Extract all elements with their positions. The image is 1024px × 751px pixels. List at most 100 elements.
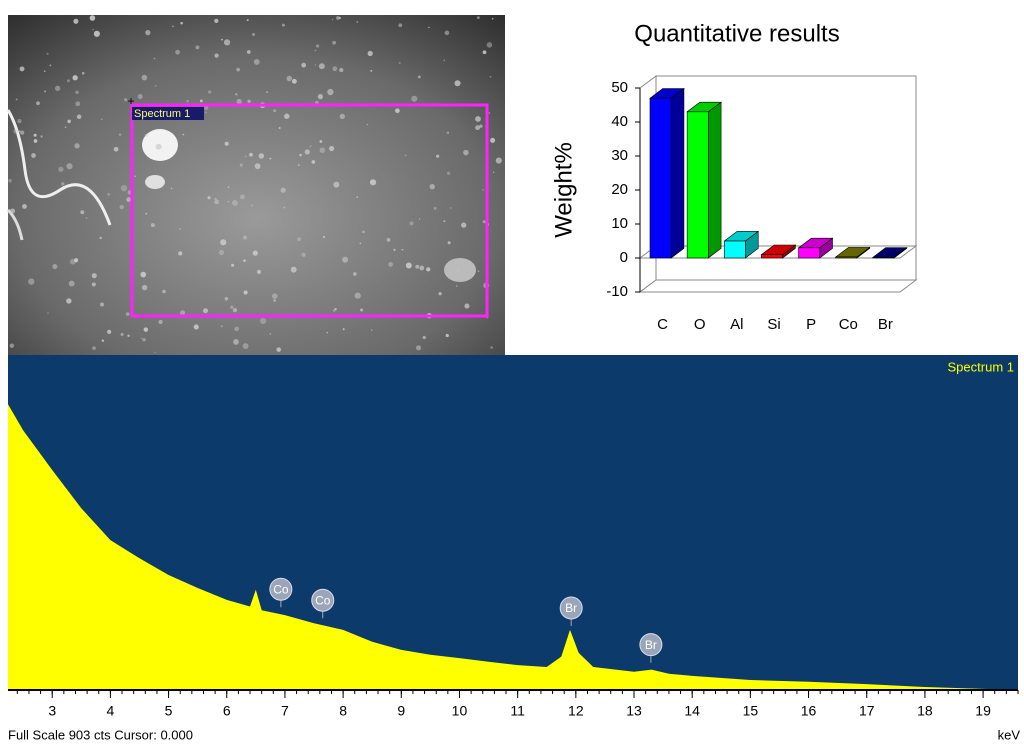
speck xyxy=(227,200,230,203)
particle xyxy=(444,258,476,282)
speck xyxy=(280,187,286,193)
speck xyxy=(85,217,88,219)
speck xyxy=(137,93,143,100)
speck xyxy=(15,98,18,101)
speck xyxy=(101,118,103,120)
speck xyxy=(224,141,229,146)
speck xyxy=(482,50,487,55)
speck xyxy=(195,45,200,50)
speck xyxy=(284,113,290,119)
speck xyxy=(125,312,130,316)
speck xyxy=(239,163,243,167)
x-tick-label: P xyxy=(806,316,816,333)
peak-badge[interactable] xyxy=(639,633,663,657)
speck xyxy=(254,163,261,170)
speck xyxy=(362,230,365,234)
y-tick-label: 50 xyxy=(611,79,628,96)
speck xyxy=(333,181,340,188)
speck xyxy=(120,184,128,192)
chart-title: Quantitative results xyxy=(634,20,839,47)
legend-entry: Spectrum 1 xyxy=(948,359,1014,374)
speck xyxy=(318,63,325,70)
speck xyxy=(80,210,85,215)
sem-image xyxy=(6,15,505,355)
peak-badge[interactable] xyxy=(311,588,335,612)
speck xyxy=(446,131,450,134)
speck xyxy=(234,326,239,332)
sem-background xyxy=(8,15,505,355)
x-tick-label: 5 xyxy=(165,703,173,719)
speck xyxy=(243,290,248,295)
speck xyxy=(315,44,320,48)
speck xyxy=(417,75,421,79)
x-tick-label: 13 xyxy=(626,703,642,719)
y-tick-label: 0 xyxy=(620,249,628,266)
speck xyxy=(491,17,494,20)
y-tick-label: 20 xyxy=(611,181,628,198)
selection-box[interactable] xyxy=(130,103,489,318)
speck xyxy=(301,252,306,258)
speck xyxy=(443,59,446,62)
speck xyxy=(272,293,278,299)
speck xyxy=(243,235,247,240)
speck xyxy=(311,160,316,164)
x-tick-label: Co xyxy=(839,316,858,333)
speck xyxy=(28,278,35,285)
speck xyxy=(426,267,431,272)
speck xyxy=(449,207,452,209)
x-tick-label: 15 xyxy=(743,703,759,719)
speck xyxy=(281,23,285,27)
speck xyxy=(43,70,46,73)
speck xyxy=(180,310,186,316)
speck xyxy=(20,130,25,135)
peak-badge[interactable] xyxy=(559,596,583,620)
speck xyxy=(367,50,373,57)
speck xyxy=(493,171,495,173)
speck xyxy=(93,30,100,37)
speck xyxy=(319,147,326,153)
speck xyxy=(443,220,446,223)
x-tick-label: 10 xyxy=(452,703,468,719)
peak-badge[interactable] xyxy=(269,577,293,601)
speck xyxy=(74,143,80,149)
speck xyxy=(409,221,414,226)
bar xyxy=(686,111,709,259)
speck xyxy=(388,262,394,267)
speck xyxy=(436,154,440,158)
speck xyxy=(269,157,272,160)
x-tick-label: 7 xyxy=(281,703,289,719)
speck xyxy=(301,62,307,68)
speck xyxy=(454,80,461,87)
speck xyxy=(371,329,373,331)
speck xyxy=(395,108,400,114)
speck xyxy=(224,296,229,301)
speck xyxy=(415,264,420,269)
x-axis-label: keV xyxy=(998,727,1021,742)
x-tick-label: 4 xyxy=(106,703,114,719)
speck xyxy=(193,324,199,330)
speck xyxy=(297,237,301,241)
speck xyxy=(118,133,122,136)
cursor: + xyxy=(127,94,134,108)
x-tick-label: 17 xyxy=(859,703,875,719)
speck xyxy=(428,26,430,29)
speck xyxy=(398,61,401,64)
speck xyxy=(326,331,329,334)
speck xyxy=(269,333,272,335)
speck xyxy=(476,16,480,20)
speck xyxy=(31,153,36,158)
speck xyxy=(240,194,245,200)
peak-label: Co xyxy=(273,582,289,596)
speck xyxy=(179,227,181,230)
bar-side xyxy=(670,87,685,259)
speck xyxy=(208,90,212,94)
speck xyxy=(359,242,362,245)
speck xyxy=(33,133,37,137)
speck xyxy=(482,189,484,191)
speck xyxy=(445,333,449,338)
speck xyxy=(223,39,231,46)
speck xyxy=(172,25,174,28)
speck xyxy=(214,53,219,58)
x-tick-label: 11 xyxy=(510,703,525,719)
speck xyxy=(214,199,220,205)
